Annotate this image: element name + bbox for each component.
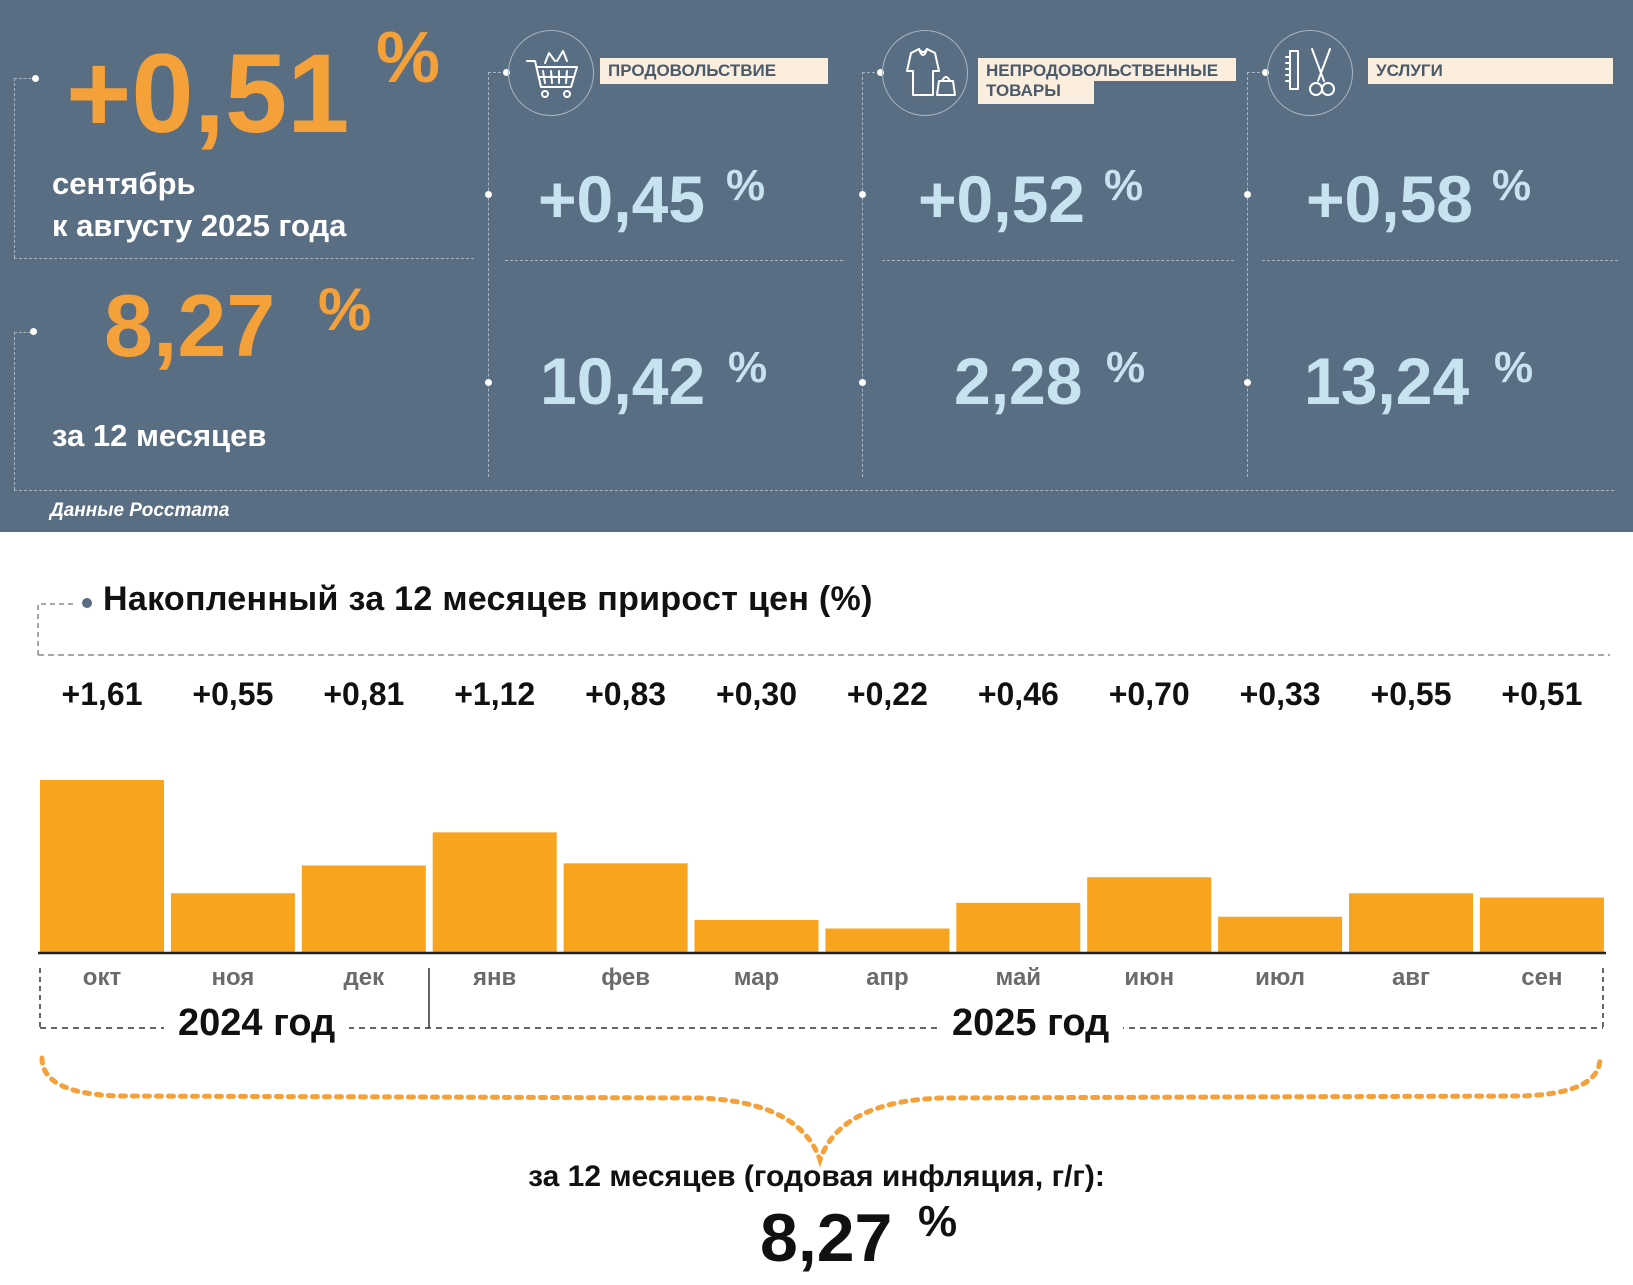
value-label-фев: +0,83 [585, 676, 667, 712]
value-label-дек: +0,81 [323, 676, 405, 712]
monthly-unit: % [376, 18, 441, 98]
category-label-nonfood-line2: ТОВАРЫ [978, 81, 1094, 104]
summary-unit: % [918, 1197, 958, 1246]
divider [14, 332, 36, 333]
value-label-май: +0,46 [977, 676, 1059, 712]
services-monthly-value: +0,58 [1306, 162, 1473, 236]
divider [488, 72, 506, 73]
bullet-dot [485, 191, 492, 198]
source-note: Данные Росстата [50, 500, 230, 521]
bullet-dot [485, 379, 492, 386]
summary-value: 8,27 [760, 1200, 893, 1276]
value-label-июн: +0,70 [1108, 676, 1190, 712]
nonfood-annual-value: 2,28 [954, 344, 1083, 418]
value-label-сен: +0,51 [1501, 676, 1583, 712]
divider [862, 72, 880, 73]
value-label-окт: +1,61 [61, 676, 143, 712]
month-label-июл: июл [1255, 964, 1306, 991]
bullet-dot [32, 75, 39, 82]
month-label-май: май [995, 964, 1042, 991]
divider [14, 78, 36, 79]
bullet-dot [503, 69, 510, 76]
bullet-dot [1262, 69, 1269, 76]
bar-окт [40, 780, 164, 952]
bar-апр [825, 928, 950, 952]
divider [1262, 260, 1618, 261]
bar-июл [1218, 916, 1343, 952]
divider [1247, 72, 1265, 73]
food-monthly-unit: % [726, 161, 766, 210]
category-label-nonfood-line1: НЕПРОДОВОЛЬСТВЕННЫЕ [986, 61, 1219, 80]
divider [14, 332, 15, 490]
value-label-ноя: +0,55 [192, 676, 274, 712]
bullet-dot [1244, 379, 1251, 386]
nonfood-monthly-unit: % [1104, 161, 1144, 210]
month-label-сен: сен [1521, 964, 1563, 991]
monthly-caption-line2: к августу 2025 года [52, 208, 347, 243]
value-label-янв: +1,12 [454, 676, 536, 712]
nonfood-annual-unit: % [1106, 343, 1146, 392]
annual-value: 8,27 [104, 276, 276, 375]
value-label-июл: +0,33 [1239, 676, 1321, 712]
category-label-nonfood: НЕПРОДОВОЛЬСТВЕННЫЕ [978, 58, 1236, 81]
bar-сен [1479, 897, 1604, 952]
bar-май [956, 902, 1081, 952]
month-label-ноя: ноя [211, 964, 255, 991]
annual-caption: за 12 месяцев [52, 418, 267, 453]
monthly-value: +0,51 [66, 31, 350, 156]
bar-июн [1087, 877, 1212, 952]
bullet-dot [859, 191, 866, 198]
bar-янв [432, 832, 557, 952]
bar-фев [563, 863, 688, 952]
category-label-services: УСЛУГИ [1368, 58, 1613, 84]
column-divider [862, 72, 863, 477]
column-divider [1247, 72, 1248, 477]
month-label-окт: окт [82, 964, 122, 991]
month-label-дек: дек [343, 964, 385, 991]
bar-авг [1349, 893, 1473, 952]
bar-дек [301, 865, 426, 952]
food-monthly-value: +0,45 [538, 162, 705, 236]
food-annual-value: 10,42 [540, 344, 706, 418]
divider [882, 260, 1234, 261]
clothes-icon [882, 30, 968, 116]
value-label-мар: +0,30 [716, 676, 797, 712]
scissors-comb-icon [1267, 30, 1353, 116]
bullet-dot [859, 379, 866, 386]
year-label-2025: 2025 год [938, 1002, 1124, 1045]
month-label-июн: июн [1124, 964, 1175, 991]
value-label-авг: +0,55 [1370, 676, 1452, 712]
divider [14, 490, 1614, 491]
category-label-food: ПРОДОВОЛЬСТВИЕ [600, 58, 828, 84]
month-label-авг: авг [1391, 964, 1431, 991]
divider [14, 78, 15, 258]
bullet-dot [877, 69, 884, 76]
bar-мар [694, 919, 819, 952]
year-label-2024: 2024 год [164, 1002, 350, 1045]
services-annual-value: 13,24 [1304, 344, 1470, 418]
shopping-cart-icon [508, 30, 594, 116]
bullet-dot [30, 328, 37, 335]
nonfood-monthly-value: +0,52 [918, 162, 1085, 236]
column-divider [488, 72, 489, 477]
divider [14, 258, 474, 259]
annual-unit: % [318, 276, 372, 343]
food-annual-unit: % [728, 343, 768, 392]
services-annual-unit: % [1494, 343, 1534, 392]
services-monthly-unit: % [1492, 161, 1532, 210]
bullet-dot [1244, 191, 1251, 198]
stats-panel: +0,51 % сентябрь к августу 2025 года 8,2… [0, 0, 1633, 532]
month-label-мар: мар [733, 964, 780, 991]
month-label-янв: янв [473, 964, 517, 991]
summary-label: за 12 месяцев (годовая инфляция, г/г): [528, 1160, 1105, 1193]
value-label-апр: +0,22 [846, 676, 928, 712]
bar-ноя [170, 893, 295, 952]
month-label-апр: апр [866, 964, 909, 991]
monthly-caption-line1: сентябрь [52, 166, 196, 201]
divider [505, 260, 843, 261]
month-label-фев: фев [601, 964, 650, 991]
chart-title: Накопленный за 12 месяцев прирост цен (%… [103, 580, 873, 618]
